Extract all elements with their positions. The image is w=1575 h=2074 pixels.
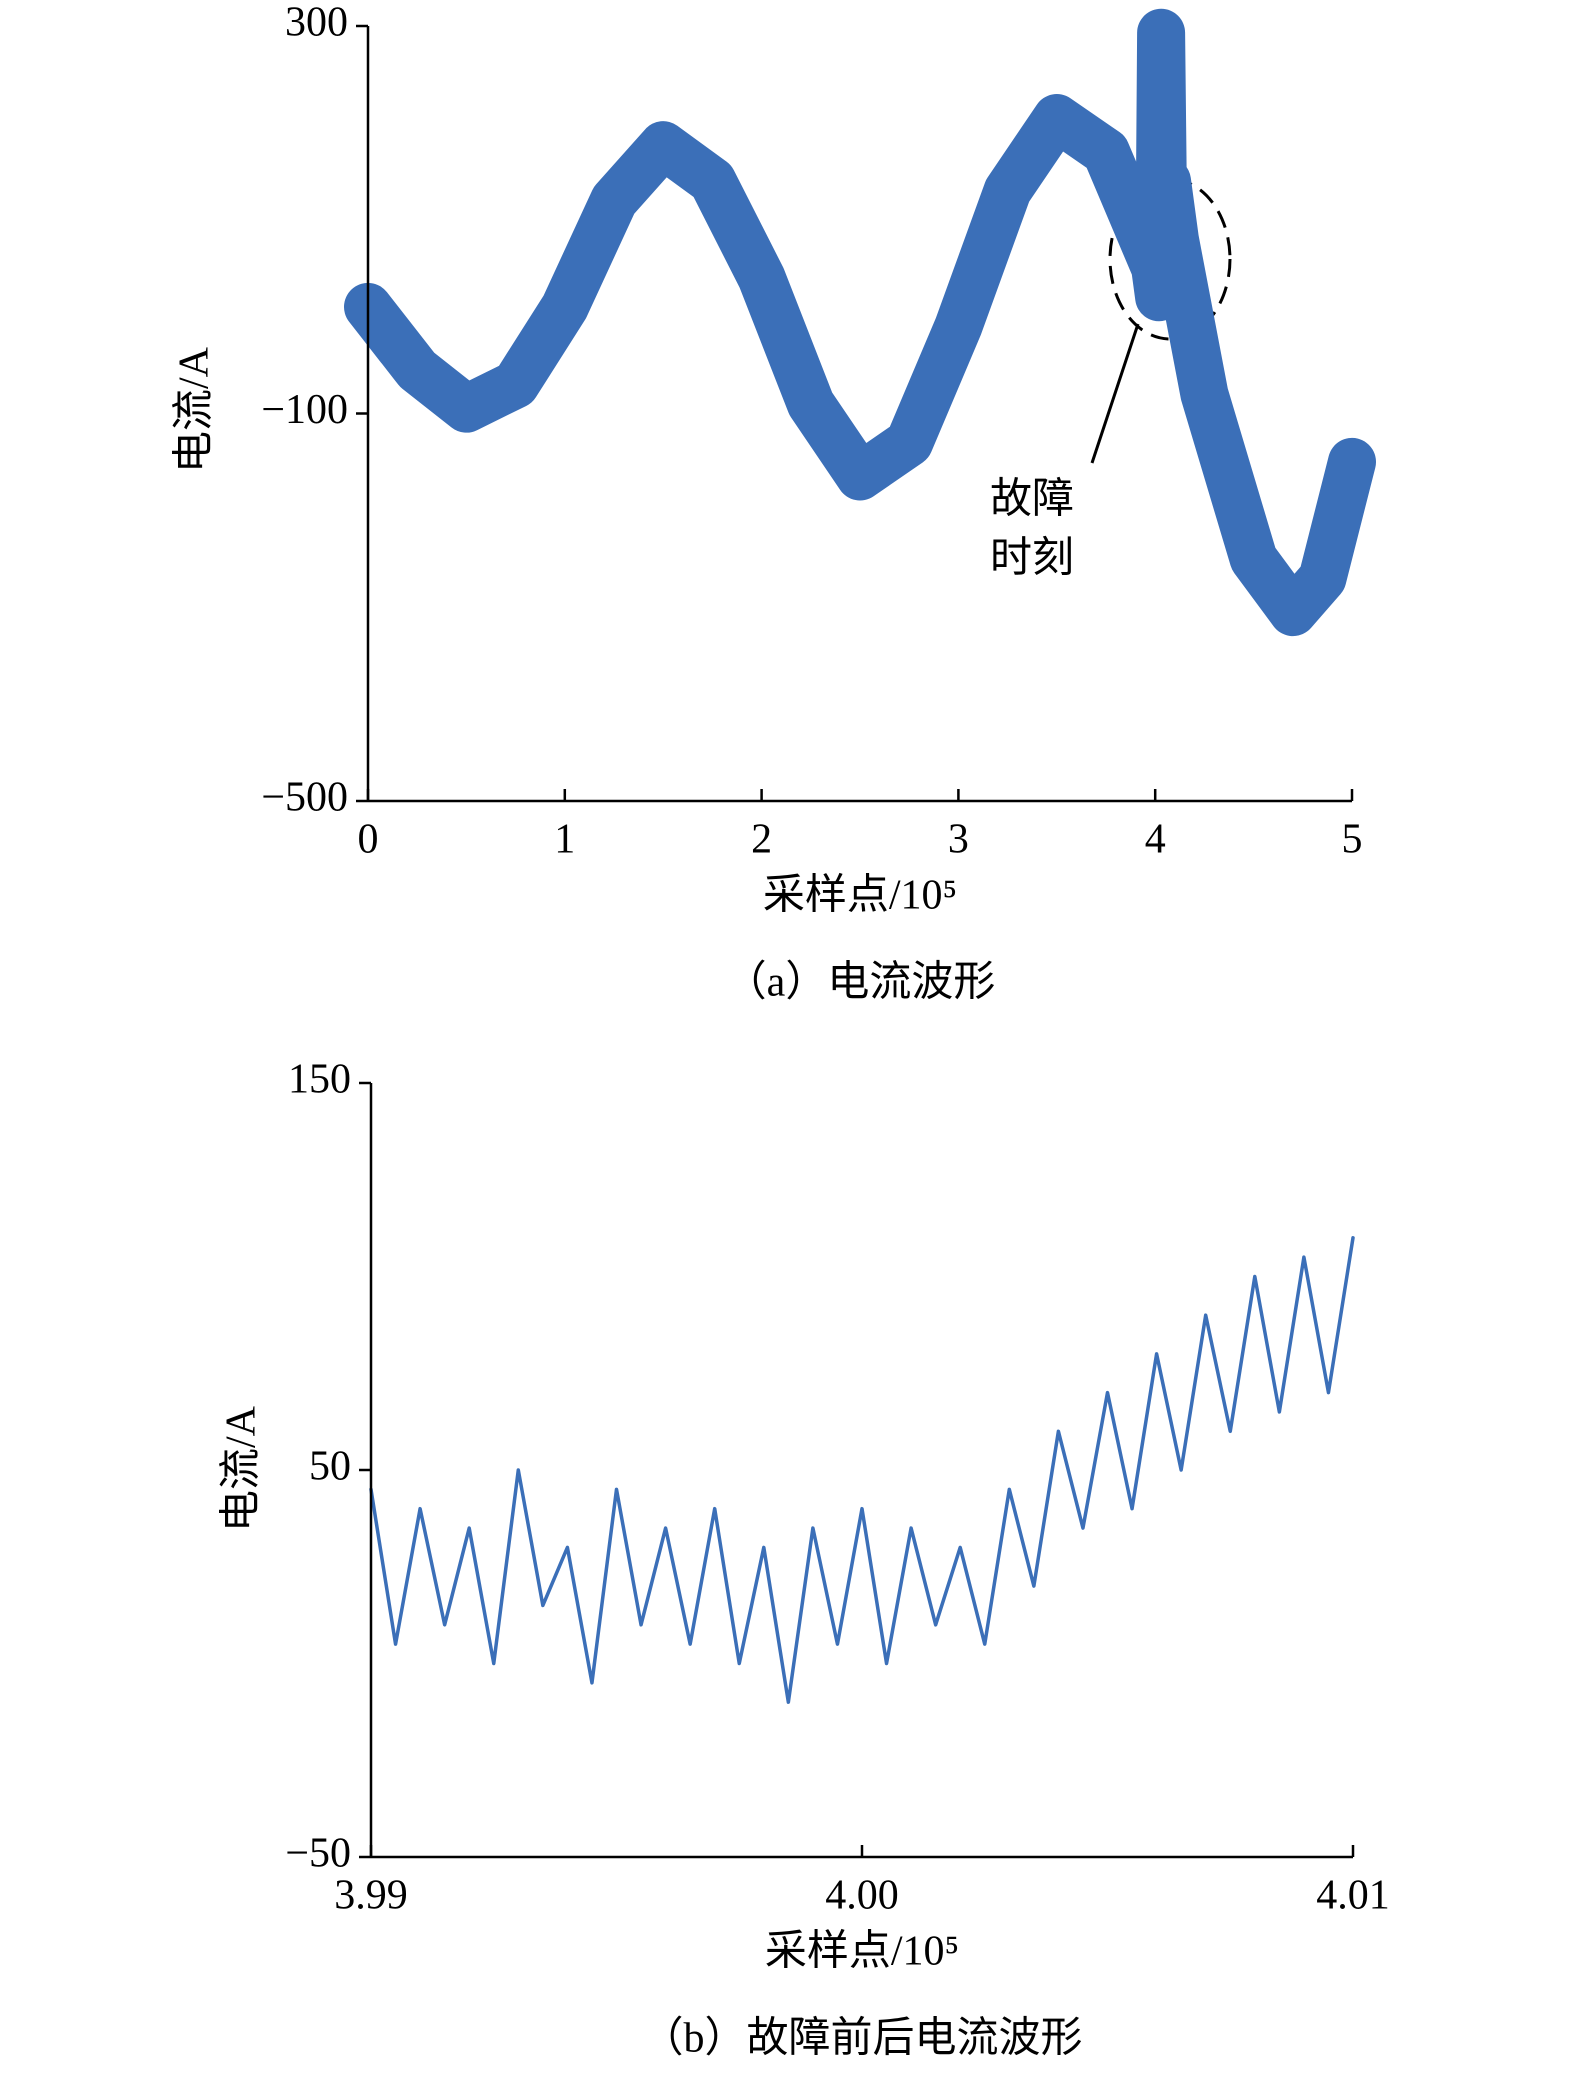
fault-circle bbox=[1108, 177, 1232, 341]
y-tick-label: 50 bbox=[309, 1444, 351, 1490]
x-tick-label: 4 bbox=[1145, 817, 1166, 863]
data-line bbox=[369, 1236, 1355, 1704]
y-tick-label: 150 bbox=[288, 1057, 351, 1103]
y-axis-label: 电流/A bbox=[219, 1405, 265, 1532]
x-tick-label: 4.00 bbox=[825, 1873, 899, 1919]
annotation: 故障 bbox=[990, 477, 1074, 523]
annotation: 时刻 bbox=[990, 536, 1074, 582]
caption: （b）故障前后电流波形 bbox=[641, 2016, 1082, 2062]
y-tick-label: 300 bbox=[285, 0, 348, 46]
y-tick-label: −100 bbox=[261, 387, 348, 433]
annotation-arrow bbox=[1090, 323, 1140, 464]
x-tick-label: 4.01 bbox=[1316, 1873, 1390, 1919]
y-axis-label: 电流/A bbox=[172, 346, 218, 473]
y-tick-label: −50 bbox=[285, 1831, 351, 1877]
x-axis-label: 采样点/10⁵ bbox=[763, 873, 957, 919]
y-tick-label: −500 bbox=[261, 775, 348, 821]
caption: （a）电流波形 bbox=[725, 960, 996, 1006]
x-tick-label: 3.99 bbox=[334, 1873, 408, 1919]
data-line bbox=[344, 8, 1376, 637]
x-axis-label: 采样点/10⁵ bbox=[765, 1929, 959, 1975]
x-tick-label: 3 bbox=[948, 817, 969, 863]
x-tick-label: 5 bbox=[1342, 817, 1363, 863]
x-tick-label: 1 bbox=[554, 817, 575, 863]
x-tick-label: 2 bbox=[751, 817, 772, 863]
x-tick-label: 0 bbox=[358, 817, 379, 863]
